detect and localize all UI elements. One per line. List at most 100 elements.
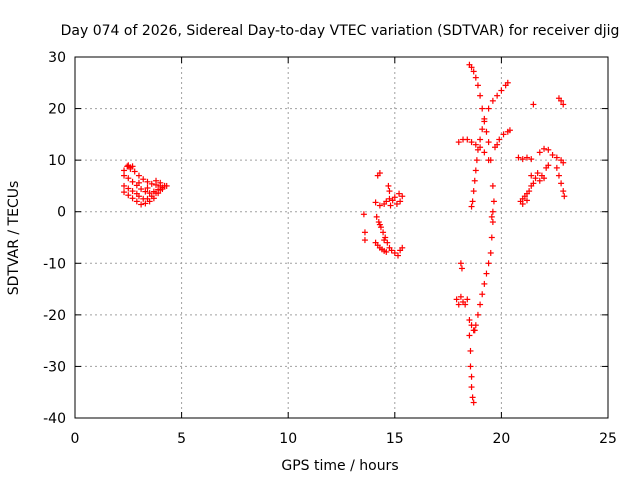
x-tick-label: 25 xyxy=(599,431,617,447)
data-point xyxy=(515,154,522,161)
data-point xyxy=(153,177,160,184)
data-point xyxy=(528,182,535,189)
data-point xyxy=(462,301,469,308)
data-point xyxy=(386,188,393,195)
data-point xyxy=(121,182,128,189)
data-point xyxy=(549,151,556,158)
data-point xyxy=(472,167,479,174)
data-point xyxy=(159,186,166,193)
data-point xyxy=(471,177,478,184)
data-point xyxy=(150,195,157,202)
data-point xyxy=(140,176,147,183)
axis-ticks xyxy=(74,56,609,419)
data-point xyxy=(498,87,505,94)
data-point xyxy=(397,198,404,205)
data-point xyxy=(135,179,142,186)
data-point xyxy=(506,127,513,134)
y-tick-label: 30 xyxy=(48,50,66,66)
x-axis-label: GPS time / hours xyxy=(281,458,398,474)
data-point xyxy=(473,157,480,164)
data-point xyxy=(490,198,497,205)
y-tick-label: 0 xyxy=(57,205,66,221)
data-point xyxy=(488,213,495,220)
data-point xyxy=(541,145,548,152)
data-point xyxy=(129,178,136,185)
data-point xyxy=(163,182,170,189)
data-point xyxy=(474,311,481,318)
x-tick-label: 0 xyxy=(71,431,80,447)
data-point xyxy=(481,280,488,287)
data-point xyxy=(519,156,526,163)
data-point xyxy=(536,149,543,156)
data-point xyxy=(361,237,368,244)
data-point xyxy=(496,136,503,143)
data-point xyxy=(457,260,464,267)
data-point xyxy=(553,164,560,171)
data-point xyxy=(474,146,481,153)
data-point xyxy=(555,172,562,179)
data-point xyxy=(121,172,128,179)
data-point xyxy=(384,239,391,246)
data-point xyxy=(467,347,474,354)
data-point xyxy=(131,168,138,175)
data-point xyxy=(396,190,403,197)
data-point xyxy=(477,92,484,99)
data-point xyxy=(468,384,475,391)
chart-title: Day 074 of 2026, Sidereal Day-to-day VTE… xyxy=(61,23,620,39)
data-point xyxy=(121,189,128,196)
data-point xyxy=(489,182,496,189)
data-point xyxy=(464,296,471,303)
data-point xyxy=(399,244,406,251)
data-point xyxy=(467,363,474,370)
data-point xyxy=(561,193,568,200)
data-points xyxy=(121,61,568,406)
data-point xyxy=(381,237,388,244)
data-point xyxy=(479,105,486,112)
data-point xyxy=(560,159,567,166)
data-point xyxy=(500,131,507,138)
data-point xyxy=(489,219,496,226)
data-point xyxy=(135,172,142,179)
data-point xyxy=(474,82,481,89)
data-point xyxy=(523,154,530,161)
data-point xyxy=(538,172,545,179)
data-point xyxy=(528,172,535,179)
data-point xyxy=(526,188,533,195)
data-point xyxy=(376,202,383,209)
data-point xyxy=(458,265,465,272)
data-point xyxy=(466,317,473,324)
data-point xyxy=(464,136,471,143)
data-point xyxy=(519,200,526,207)
data-point xyxy=(361,229,368,236)
data-point xyxy=(121,167,128,174)
data-point xyxy=(470,327,477,334)
data-point xyxy=(530,101,537,108)
data-point xyxy=(383,198,390,205)
data-point xyxy=(157,179,164,186)
data-point xyxy=(466,332,473,339)
data-point xyxy=(387,202,394,209)
data-point xyxy=(494,92,501,99)
data-point xyxy=(470,399,477,406)
data-point xyxy=(504,79,511,86)
x-tick-labels: 0 5 10 15 20 25 xyxy=(71,431,617,447)
x-tick-label: 10 xyxy=(279,431,297,447)
data-point xyxy=(483,270,490,277)
data-point xyxy=(135,193,142,200)
data-point xyxy=(399,193,406,200)
y-tick-label: -40 xyxy=(43,411,66,427)
y-tick-label: -20 xyxy=(43,308,66,324)
data-point xyxy=(536,177,543,184)
data-point xyxy=(472,141,479,148)
data-point xyxy=(146,190,153,197)
data-point xyxy=(545,146,552,153)
data-point xyxy=(487,249,494,256)
data-point xyxy=(129,163,136,170)
data-point xyxy=(457,293,464,300)
y-tick-label: -10 xyxy=(43,256,66,272)
data-point xyxy=(485,139,492,146)
y-tick-label: -30 xyxy=(43,359,66,375)
data-point xyxy=(468,373,475,380)
data-point xyxy=(376,221,383,228)
data-point xyxy=(558,180,565,187)
